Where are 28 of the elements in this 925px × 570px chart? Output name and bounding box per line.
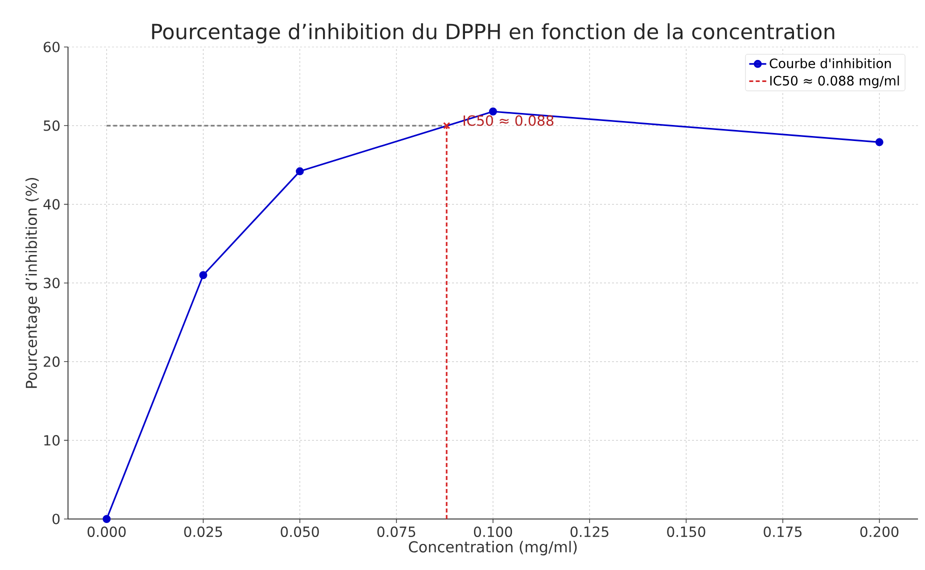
y-tick-label: 30 [44,278,60,288]
legend-label: Courbe d'inhibition [770,58,891,68]
x-tick-label: 0.125 [570,526,608,538]
legend-label: IC50 ≈ 0.088 mg/ml [770,76,899,88]
point [489,107,498,116]
y-tick-label: 20 [44,356,60,367]
x-axis-title: Concentration (mg/ml) [408,540,577,556]
x-tick-label: 0.200 [860,526,898,538]
x-tick-label: 0.150 [667,526,706,538]
point [443,122,450,130]
point [102,514,111,523]
y-tick-label: 0 [52,514,60,524]
annotation: IC50 ≈ 0.088 [464,115,554,126]
x-tick-label: 0.100 [474,526,512,538]
y-tick-label: 50 [44,120,60,131]
chart-title: Pourcentage d’inhibition du DPPH en fonction de la concentration [152,23,834,44]
point [875,138,884,146]
x-tick-label: 0.075 [377,526,416,538]
x-tick-label: 0.025 [184,526,222,538]
x-tick-label: 0.000 [88,526,126,538]
y-tick-label: 10 [44,435,60,446]
y-axis-title: Pourcentage d’inhibition (%) [25,178,40,388]
point [199,271,208,280]
y-tick-label: 60 [44,42,60,52]
x-tick-label: 0.175 [764,526,802,538]
x-tick-label: 0.050 [280,526,319,538]
point [296,167,304,176]
y-tick-label: 40 [43,199,60,210]
